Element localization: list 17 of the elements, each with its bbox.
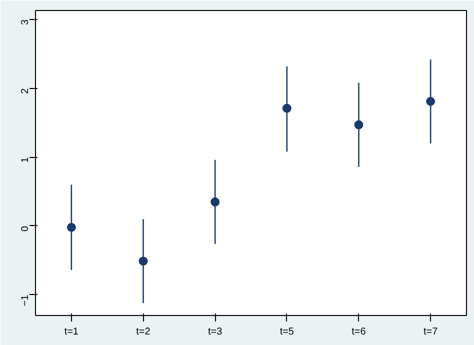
point: [354, 120, 364, 130]
x-tick-label: t=5: [280, 326, 294, 338]
x-tick-label: t=1: [64, 326, 79, 338]
y-tick-label: 0: [20, 226, 31, 232]
point: [282, 104, 292, 113]
x-tick-label: t=6: [352, 326, 366, 338]
y-tick-label: 1: [20, 156, 31, 163]
x-tick-label: t=7: [423, 326, 438, 338]
point: [138, 256, 148, 266]
point: [426, 96, 436, 106]
x-tick-label: t=3: [208, 326, 223, 338]
y-tick-label: −1: [20, 294, 31, 306]
x-tick-label: t=2: [136, 326, 151, 338]
y-tick-label: 3: [20, 19, 31, 26]
point: [210, 197, 220, 206]
y-tick-label: 2: [20, 88, 31, 94]
point: [66, 222, 76, 232]
